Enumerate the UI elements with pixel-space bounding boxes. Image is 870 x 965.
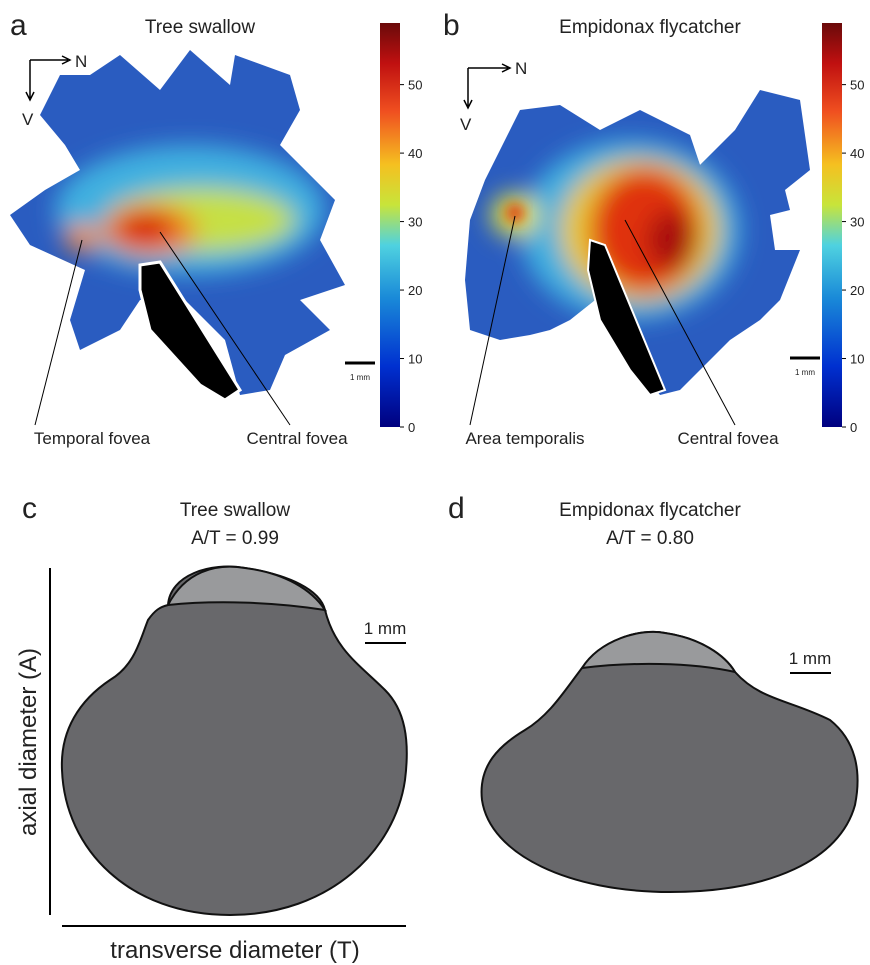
scale-label: 1 mm (795, 368, 815, 377)
colorbar-tick-label: 50 (408, 78, 422, 93)
eye-outline (62, 567, 407, 915)
colorbar-tick-label: 40 (850, 146, 864, 161)
panel-title: Empidonax flycatcher (559, 17, 741, 38)
panel-letter: d (448, 492, 465, 525)
compass-ventral: V (460, 115, 472, 134)
eye-outline (482, 632, 858, 892)
ratio: A/T = 0.99 (191, 528, 279, 549)
axis-label: axial diameter (A) (15, 648, 42, 836)
annotation: Temporal fovea (34, 429, 151, 448)
colorbar-tick-label: 20 (408, 283, 422, 298)
panel-title: Empidonax flycatcher (559, 500, 741, 521)
compass-north: N (75, 52, 87, 71)
annotation: Central fovea (677, 429, 779, 448)
colorbar (822, 23, 842, 427)
colorbar-tick-label: 0 (408, 420, 415, 435)
scale-label: 1 mm (364, 619, 407, 638)
panel-title: Tree swallow (180, 500, 290, 521)
colorbar-tick-label: 30 (850, 215, 864, 230)
panel-letter: a (10, 9, 27, 42)
colorbar-tick-label: 10 (850, 352, 864, 367)
colorbar (380, 23, 400, 427)
scale-label: 1 mm (789, 649, 832, 668)
annotation: Area temporalis (465, 429, 584, 448)
colorbar-tick-label: 20 (850, 283, 864, 298)
axis-label: transverse diameter (T) (110, 937, 359, 964)
figure: N V N V 1 mm 1 mm a Tree swallow b Empid… (0, 0, 870, 965)
colorbar-tick-label: 40 (408, 146, 422, 161)
ratio: A/T = 0.80 (606, 528, 694, 549)
colorbar-tick-label: 10 (408, 352, 422, 367)
annotation: Central fovea (246, 429, 348, 448)
colorbar-tick-label: 30 (408, 215, 422, 230)
compass-ventral: V (22, 110, 34, 129)
panel-letter: b (443, 9, 460, 42)
compass-north: N (515, 59, 527, 78)
colorbar-tick-label: 0 (850, 420, 857, 435)
colorbar-tick-label: 50 (850, 78, 864, 93)
scale-label: 1 mm (350, 373, 370, 382)
panel-letter: c (22, 492, 37, 525)
panel-title: Tree swallow (145, 17, 255, 38)
